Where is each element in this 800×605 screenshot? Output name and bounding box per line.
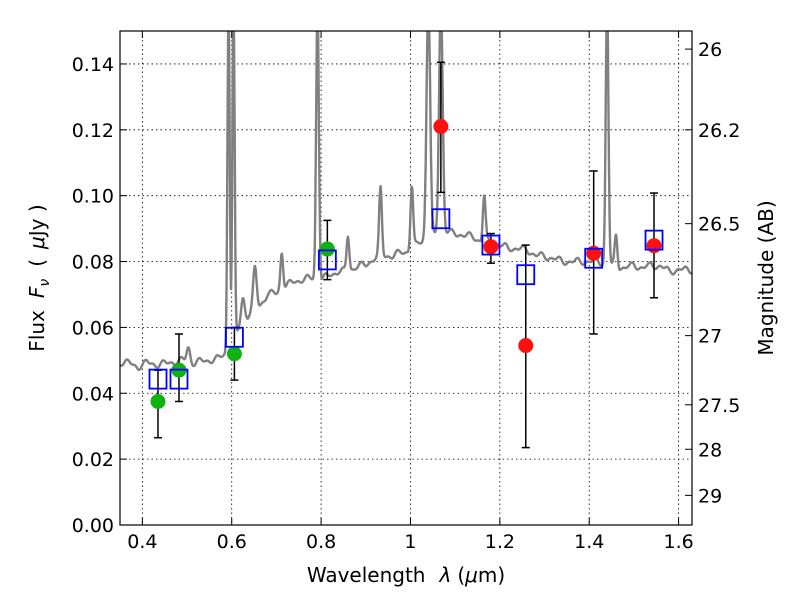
x-tick-label: 1.6 [663,531,693,553]
model-point [148,368,168,390]
y2-tick-label: 26.5 [698,214,740,236]
data-point [226,346,242,362]
y2-tick-label: 28 [698,439,722,461]
x-axis-label: Wavelength λ (μm) [307,563,505,587]
x-tick-label: 0.6 [217,531,247,553]
x-tick-label: 0.4 [127,531,157,553]
data-point [319,241,335,257]
y-tick-label: 0.12 [72,120,114,142]
data-point [433,119,449,135]
model-point [584,247,604,269]
y-axis-label: FluxFν(μJy ) [25,204,53,351]
ticks: 0.4 0.6 0.8 1 1.2 1.4 1.6 0.00 0.02 0.04 0.06 0.08 0… [72,31,740,553]
model-point [481,234,501,256]
y2-tick-label: 26.2 [698,120,740,142]
y-tick-label: 0.08 [72,252,114,274]
y-tick-label: 0.00 [72,515,114,537]
y2-tick-label: 27 [698,326,722,348]
y-tick-label: 0.04 [72,383,114,405]
x-tick-label: 1 [404,531,416,553]
x-tick-label: 0.8 [306,531,336,553]
data-point [646,238,662,254]
data-point [150,394,166,409]
model-sed [120,31,692,371]
data-markers [148,119,664,409]
y-tick-label: 0.06 [72,317,114,339]
x-tick-label: 1.4 [574,531,604,553]
data-point [483,239,499,255]
y-tick-label: 0.02 [72,449,114,471]
model-point [317,249,337,271]
x-tick-label: 1.2 [485,531,515,553]
data-point [518,338,534,354]
model-point [431,208,451,230]
model-sed-line [120,31,692,371]
y2-tick-label: 27.5 [698,395,740,417]
y-tick-label: 0.14 [72,54,114,76]
model-point [169,368,189,390]
y2-tick-label: 26 [698,39,722,61]
model-point [516,264,536,286]
model-point [224,326,244,348]
model-point [644,229,664,251]
plot-frame [119,30,693,526]
y2-axis-label: Magnitude (AB) [754,200,778,355]
y-tick-label: 0.10 [72,186,114,208]
y2-tick-label: 29 [698,485,722,507]
